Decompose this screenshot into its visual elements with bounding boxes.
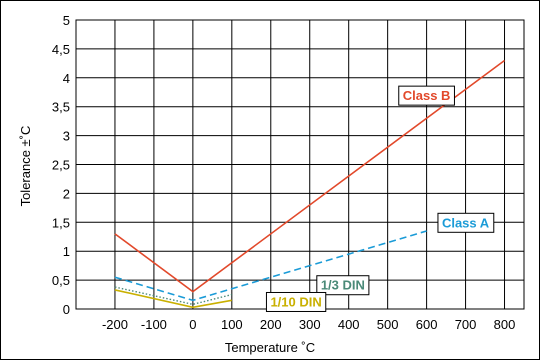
y-axis-ticks: 0 0,5 1 1,5 2 2,5 3 3,5 4 4,5 5 xyxy=(52,13,70,317)
y-axis-label: Tolerance ±˚C xyxy=(18,126,33,207)
legend-label-text: 1/10 DIN xyxy=(270,294,321,309)
x-tick-label: 800 xyxy=(494,317,516,332)
legend-label-box xyxy=(437,212,495,233)
series-line-class-b xyxy=(114,59,505,293)
legend-label-text: Class A xyxy=(442,215,490,230)
y-tick-label: 2,5 xyxy=(52,158,70,173)
y-tick-label: 1 xyxy=(63,244,70,259)
x-tick-label: 500 xyxy=(377,317,399,332)
legend-label-text: Class B xyxy=(403,88,451,103)
legend-label-class-a: Class A xyxy=(437,212,495,233)
x-tick-label: 300 xyxy=(299,317,321,332)
y-tick-label: 4 xyxy=(63,71,70,86)
y-tick-label: 3 xyxy=(63,129,70,144)
x-tick-label: 600 xyxy=(416,317,438,332)
x-tick-label: 0 xyxy=(189,317,196,332)
y-tick-label: 1,5 xyxy=(52,215,70,230)
x-axis-label: Temperature ˚C xyxy=(225,340,315,355)
x-axis-ticks: -200 -100 0 100 200 300 400 500 600 700 800 xyxy=(102,317,515,332)
series-line-1-10-din xyxy=(114,289,232,309)
legend-label-box xyxy=(265,291,327,312)
x-tick-label: 700 xyxy=(455,317,477,332)
x-tick-label: 100 xyxy=(221,317,243,332)
y-tick-label: 0,5 xyxy=(52,273,70,288)
legend-label-box xyxy=(316,275,370,296)
grid xyxy=(76,20,524,309)
series-line-class-a xyxy=(114,230,427,302)
legend-label-1-3-din: 1/3 DIN xyxy=(316,275,370,296)
y-tick-label: 4,5 xyxy=(52,42,70,57)
y-tick-label: 5 xyxy=(63,13,70,28)
legend-label-text: 1/3 DIN xyxy=(321,278,365,293)
x-tick-label: 200 xyxy=(260,317,282,332)
x-tick-label: 400 xyxy=(338,317,360,332)
y-tick-label: 0 xyxy=(63,302,70,317)
x-tick-label: -200 xyxy=(102,317,128,332)
legend-label-1-10-din: 1/10 DIN xyxy=(265,291,327,312)
y-tick-label: 3,5 xyxy=(52,100,70,115)
legend-label-class-b: Class B xyxy=(398,85,455,106)
y-tick-label: 2 xyxy=(63,186,70,201)
x-tick-label: -100 xyxy=(141,317,167,332)
legend-label-box xyxy=(398,85,455,106)
series-line-1-3-din xyxy=(114,286,232,306)
series-lines xyxy=(114,59,505,309)
